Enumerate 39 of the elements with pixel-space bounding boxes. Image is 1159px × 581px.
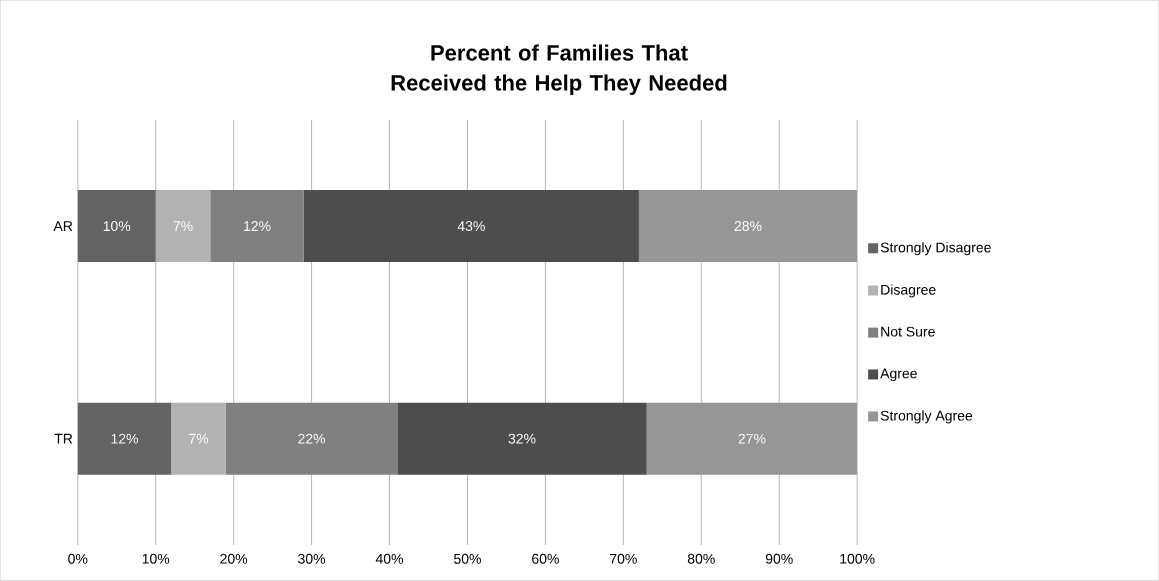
x-tick-label: 80% xyxy=(687,553,715,564)
x-tick-label: 20% xyxy=(220,553,248,564)
legend-label: Strongly Agree xyxy=(880,410,973,424)
bar xyxy=(303,190,639,263)
data-label: 27% xyxy=(738,433,766,444)
legend-label: Strongly Disagree xyxy=(880,242,991,256)
bar xyxy=(638,190,858,263)
y-tick-label: TR xyxy=(54,434,73,444)
bar xyxy=(225,402,398,475)
bar xyxy=(210,190,304,263)
bar xyxy=(77,402,172,475)
chart-title: Percent of Families That Received the Help They Needed xyxy=(391,44,727,96)
data-label: 28% xyxy=(734,221,762,232)
data-label: 43% xyxy=(457,221,485,232)
x-tick-label: 10% xyxy=(142,553,170,564)
bar xyxy=(646,402,858,475)
x-tick-label: 60% xyxy=(532,553,559,564)
bar xyxy=(171,402,226,475)
data-label: 7% xyxy=(173,221,193,232)
x-tick-label: 90% xyxy=(765,553,793,564)
x-tick-label: 30% xyxy=(298,553,326,564)
legend-label: Agree xyxy=(880,368,917,382)
data-label: 7% xyxy=(189,433,209,444)
legend-label: Disagree xyxy=(881,284,936,298)
x-tick-label: 0% xyxy=(68,553,88,564)
x-tick-label: 100% xyxy=(840,553,875,564)
y-tick-label: AR xyxy=(53,221,73,232)
data-label: 22% xyxy=(298,433,326,444)
data-label: 12% xyxy=(111,433,139,444)
x-tick-label: 70% xyxy=(610,553,637,564)
data-label: 10% xyxy=(103,221,131,232)
data-label: 12% xyxy=(244,221,271,232)
legend-label: Not Sure xyxy=(881,326,935,337)
bar xyxy=(77,190,156,263)
x-tick-label: 40% xyxy=(375,553,404,564)
bar xyxy=(155,190,211,263)
x-tick-label: 50% xyxy=(454,553,481,564)
bar xyxy=(397,402,647,475)
data-label: 32% xyxy=(508,433,536,444)
